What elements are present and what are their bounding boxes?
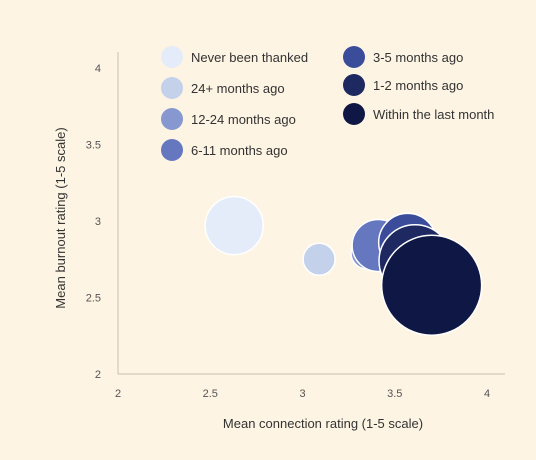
legend-swatch bbox=[161, 139, 183, 161]
y-tick-label: 4 bbox=[95, 63, 101, 75]
legend-label: 3-5 months ago bbox=[373, 50, 463, 65]
y-tick-label: 2 bbox=[95, 369, 101, 381]
legend-label: Never been thanked bbox=[191, 50, 308, 65]
legend-label: 1-2 months ago bbox=[373, 78, 463, 93]
legend-item: 3-5 months ago bbox=[343, 46, 463, 68]
x-tick-label: 3.5 bbox=[387, 388, 402, 400]
bubble-1 bbox=[204, 195, 264, 256]
legend-swatch bbox=[161, 108, 183, 130]
y-tick-label: 2.5 bbox=[86, 293, 101, 305]
x-axis-title: Mean connection rating (1-5 scale) bbox=[223, 416, 423, 431]
bubbles bbox=[204, 195, 483, 337]
legend-item: Within the last month bbox=[343, 103, 494, 125]
legend-item: 24+ months ago bbox=[161, 77, 285, 99]
legend-swatch bbox=[343, 103, 365, 125]
legend-item: 6-11 months ago bbox=[161, 139, 288, 161]
bubble-2 bbox=[302, 242, 336, 276]
legend-item: 12-24 months ago bbox=[161, 108, 296, 130]
legend-swatch bbox=[343, 74, 365, 96]
y-tick-label: 3 bbox=[95, 216, 101, 228]
x-tick-label: 4 bbox=[484, 388, 490, 400]
legend-label: 6-11 months ago bbox=[191, 143, 288, 158]
legend-swatch bbox=[343, 46, 365, 68]
legend-label: Within the last month bbox=[373, 107, 494, 122]
legend-swatch bbox=[161, 46, 183, 68]
legend-item: Never been thanked bbox=[161, 46, 308, 68]
legend-swatch bbox=[161, 77, 183, 99]
x-tick-label: 2 bbox=[115, 388, 121, 400]
x-tick-label: 2.5 bbox=[203, 388, 218, 400]
legend: Never been thanked 24+ months ago 12-24 mo… bbox=[161, 46, 494, 161]
legend-item: 1-2 months ago bbox=[343, 74, 463, 96]
bubble-7 bbox=[380, 234, 483, 337]
legend-label: 24+ months ago bbox=[191, 81, 285, 96]
legend-label: 12-24 months ago bbox=[191, 112, 296, 127]
axes: 2 2.5 3 3.5 4 2 2.5 3 3.5 4 bbox=[86, 52, 505, 400]
x-tick-label: 3 bbox=[299, 388, 305, 400]
y-axis-title: Mean burnout rating (1-5 scale) bbox=[53, 127, 68, 308]
y-tick-label: 3.5 bbox=[86, 140, 101, 152]
